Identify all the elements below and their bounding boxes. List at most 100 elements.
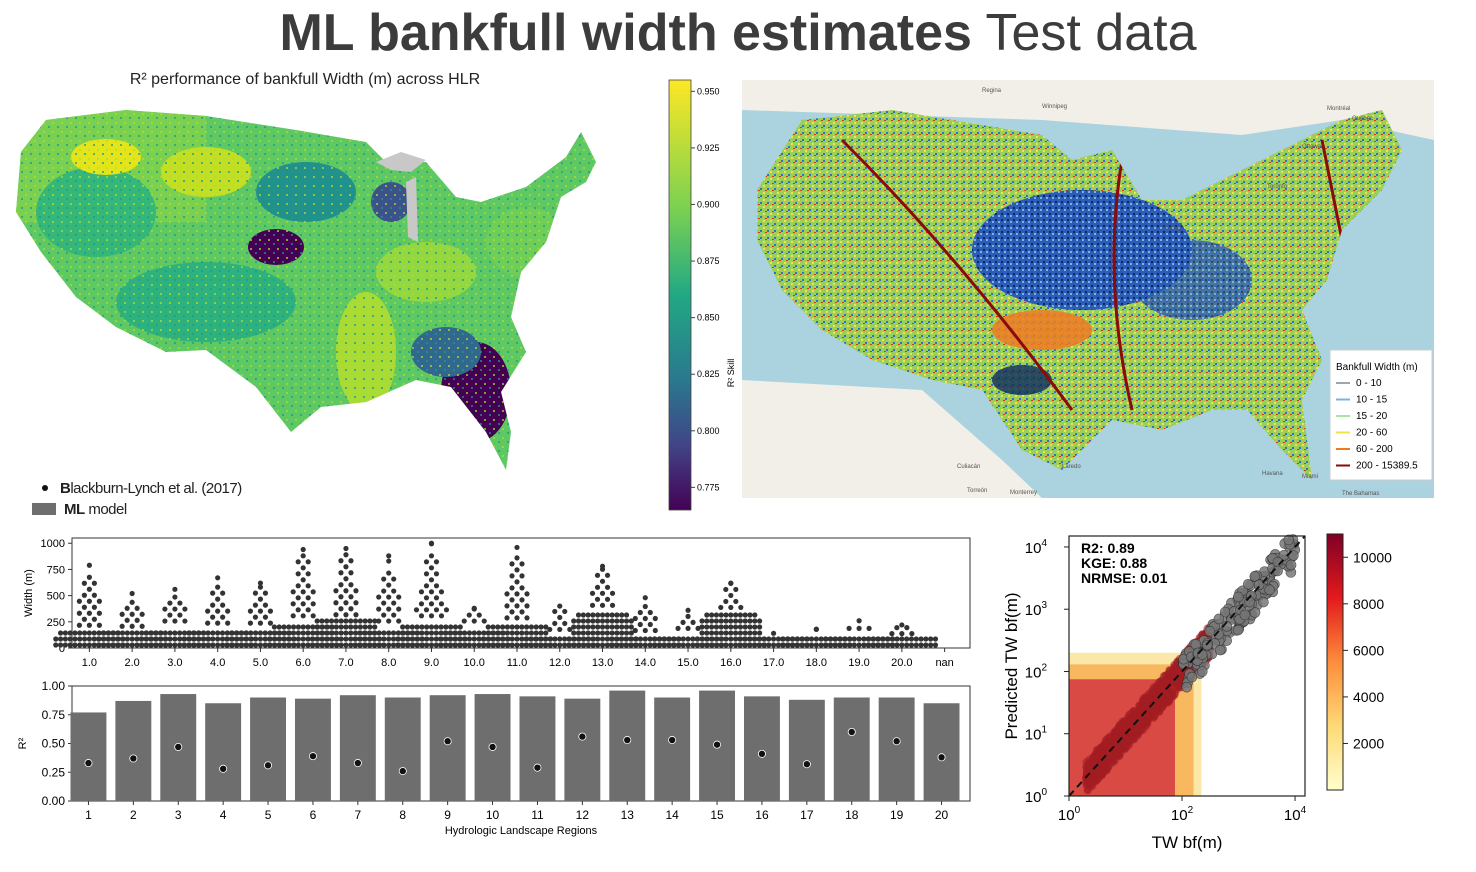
swarm-point — [205, 642, 211, 648]
swarm-point — [913, 636, 919, 642]
swarm-point — [153, 642, 159, 648]
swarm-point — [500, 642, 506, 648]
bankfull-legend-item: 200 - 15389.5 — [1356, 461, 1418, 472]
swarm-point — [424, 636, 430, 642]
r2-xtick-label: 14 — [665, 808, 679, 822]
swarm-point — [91, 630, 97, 636]
swarm-point — [543, 624, 549, 630]
swarm-point-max — [728, 580, 734, 586]
swarm-point — [276, 624, 282, 630]
r2-bar — [519, 696, 556, 801]
scatter-point-dense — [1157, 676, 1166, 685]
swarm-point — [462, 642, 468, 648]
scatter-point — [1232, 624, 1244, 636]
swarm-point — [105, 642, 111, 648]
swarm-point — [599, 578, 606, 584]
swarm-point — [642, 642, 648, 648]
swarm-point — [248, 642, 254, 648]
swarm-point — [424, 630, 430, 636]
swarm-point — [395, 636, 401, 642]
r2-ytick-label: 1.00 — [42, 680, 66, 693]
swarm-point — [599, 624, 606, 630]
colorbar-tick-label: 0.800 — [697, 426, 720, 436]
r2-point — [802, 760, 811, 769]
swarm-point — [804, 642, 810, 648]
swarm-point — [215, 596, 221, 602]
scatter-point — [1249, 571, 1261, 582]
swarm-point — [253, 630, 259, 636]
place-label: Montréal — [1327, 106, 1350, 112]
swarm-point — [918, 642, 924, 648]
swarm-point — [908, 642, 915, 648]
swarm-point — [861, 642, 867, 648]
swarm-xtick-label: 4.0 — [210, 657, 225, 669]
scatter-point — [1243, 578, 1254, 590]
swarm-point — [205, 636, 211, 642]
swarm-point — [423, 571, 430, 577]
r2-point — [578, 732, 587, 741]
swarm-point — [865, 642, 871, 648]
swarm-point — [172, 618, 178, 624]
loglog-ytick-label: 103 — [1025, 600, 1048, 619]
swarm-point — [248, 630, 254, 636]
scatter-point-dense — [1133, 730, 1142, 739]
swarm-point — [822, 642, 829, 648]
place-label: Chicago — [1162, 226, 1185, 232]
swarm-point — [737, 624, 744, 630]
swarm-point — [642, 615, 648, 622]
swarm-point — [628, 630, 634, 636]
swarm-point — [799, 642, 805, 648]
swarm-point — [504, 603, 510, 609]
swarm-point — [243, 636, 249, 642]
swarm-point — [162, 642, 168, 648]
swarm-point — [604, 618, 610, 624]
swarm-point — [528, 636, 534, 642]
swarm-point — [747, 630, 753, 636]
r2-xtick-label: 11 — [531, 808, 544, 822]
swarm-point — [167, 600, 173, 606]
swarm-point — [266, 642, 273, 648]
swarm-point — [110, 642, 116, 648]
swarm-point — [115, 636, 121, 642]
swarm-point — [542, 636, 548, 642]
swarm-point — [167, 642, 173, 648]
swarm-point — [376, 594, 382, 600]
swarm-point — [733, 612, 739, 618]
swarm-point — [428, 589, 435, 595]
swarm-point — [428, 565, 435, 571]
swarm-point — [267, 608, 274, 614]
swarm-point — [333, 612, 339, 618]
swarm-point — [290, 630, 297, 636]
swarm-point — [533, 642, 539, 648]
swarm-point — [134, 605, 140, 611]
swarm-point — [91, 592, 97, 598]
swarm-point — [599, 602, 606, 608]
swarm-point — [652, 627, 658, 634]
swarm-point — [262, 590, 269, 596]
swarm-point — [642, 627, 648, 634]
swarm-point — [542, 642, 548, 648]
swarm-point — [789, 642, 795, 648]
r2-bar — [878, 697, 915, 801]
swarm-point — [461, 618, 467, 624]
swarm-point — [490, 636, 496, 642]
r2-bar — [429, 695, 466, 801]
swarm-point — [252, 602, 259, 608]
swarm-point — [509, 573, 515, 579]
swarm-point — [91, 604, 97, 610]
swarm-point — [262, 602, 269, 608]
swarm-point — [599, 590, 606, 596]
swarm-point — [889, 642, 895, 648]
swarm-point — [514, 603, 520, 609]
swarm-group — [566, 563, 639, 648]
swarm-point — [742, 636, 748, 642]
swarm-xtick-label: 11.0 — [507, 657, 528, 669]
r2-ytick-label: 0.00 — [42, 794, 66, 808]
swarm-point — [371, 636, 377, 642]
title-bold: ML bankfull width estimates — [279, 4, 972, 62]
map-left-title: R² performance of bankfull Width (m) acr… — [129, 71, 481, 88]
swarm-point — [590, 618, 596, 624]
swarm-point — [124, 630, 130, 636]
swarm-point — [537, 636, 544, 642]
